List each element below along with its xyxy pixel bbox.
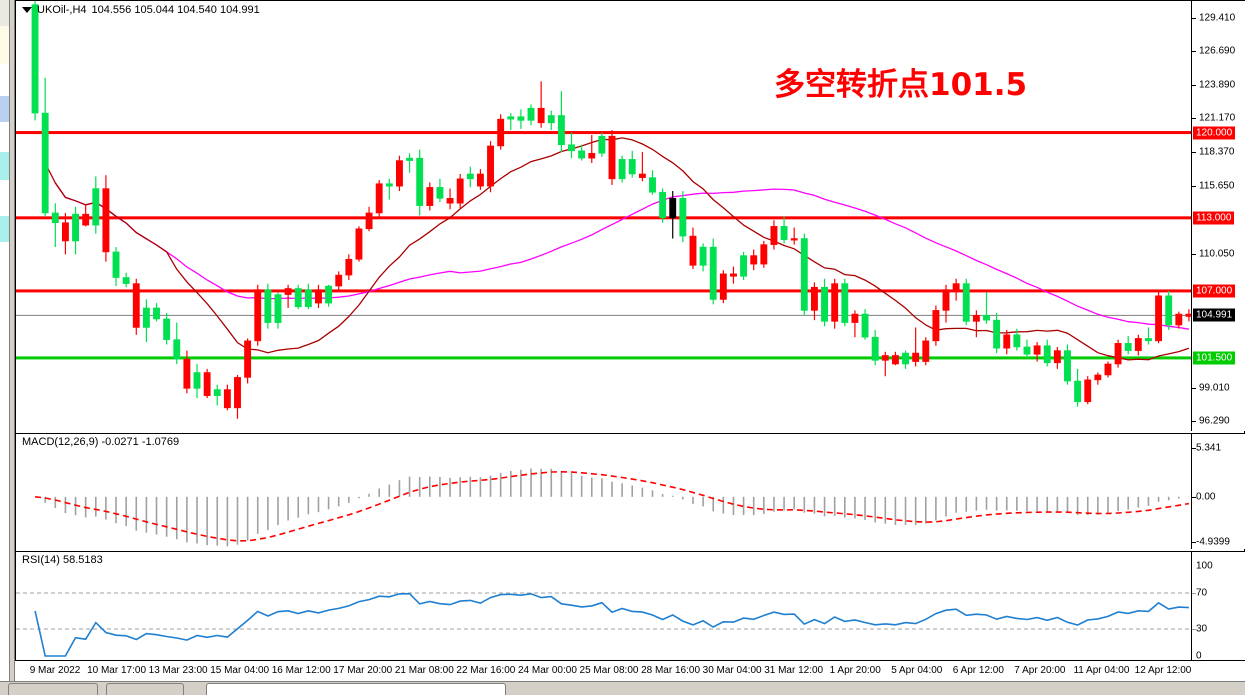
axis-tick-mark (1192, 85, 1196, 87)
background-window-strip (0, 96, 9, 122)
price-tick-label: 96.290 (1199, 415, 1230, 427)
price-tick-label: 115.650 (1199, 180, 1235, 192)
tab-item[interactable] (106, 683, 184, 695)
time-tick-label: 7 Apr 20:00 (1014, 665, 1066, 676)
background-window-strip (0, 242, 9, 695)
price-level-badge-resistance[interactable]: 107.000 (1193, 284, 1236, 298)
axis-tick-mark (1192, 421, 1196, 423)
time-tick-label: 10 Mar 17:00 (87, 665, 147, 676)
macd-tick-label: 0.00 (1196, 491, 1216, 503)
rsi-canvas (16, 592, 1191, 657)
symbol-label: UKOil-,H4 (37, 4, 87, 16)
axis-tick-mark (1192, 118, 1196, 120)
macd-canvas (35, 468, 1190, 547)
rsi-pane[interactable]: RSI(14) 58.5183 100 70 30 0 (16, 551, 1245, 661)
price-scale-axis[interactable]: 129.410 126.690 123.890 121.170 118.370 115.6… (1191, 1, 1245, 431)
time-tick-label: 16 Mar 12:00 (271, 665, 331, 676)
price-tick-label: 126.690 (1199, 45, 1236, 57)
rsi-tick-label: 70 (1196, 587, 1208, 599)
background-window-strip (0, 122, 9, 152)
price-tick-label: 129.410 (1199, 12, 1236, 24)
rsi-tick-label: 30 (1196, 623, 1208, 635)
ohlc-values: 104.556 105.044 104.540 104.991 (91, 4, 260, 16)
background-window-strip (0, 152, 9, 180)
macd-pane[interactable]: MACD(12,26,9) -0.0271 -1.0769 5.341 0.00 -… (16, 433, 1245, 549)
tab-item-active[interactable] (206, 683, 506, 695)
axis-tick-mark (1192, 51, 1196, 53)
axis-tick-mark (1192, 388, 1196, 390)
time-tick-label: 13 Mar 23:00 (148, 665, 208, 676)
price-level-badge-last-price[interactable]: 104.991 (1193, 308, 1236, 322)
price-tick-label: 118.370 (1199, 146, 1235, 158)
rsi-scale-axis[interactable]: 100 70 30 0 (1191, 552, 1245, 661)
price-pane[interactable]: UKOil-,H4 104.556 105.044 104.540 104.99… (16, 1, 1245, 431)
time-tick-label: 22 Mar 16:00 (456, 665, 516, 676)
chart-annotation-text: 多空转折点101.5 (774, 67, 1028, 103)
background-window-strip (0, 0, 9, 26)
time-tick-label: 5 Apr 04:00 (891, 665, 943, 676)
macd-indicator-label: MACD(12,26,9) -0.0271 -1.0769 (22, 436, 180, 448)
time-tick-label: 24 Mar 00:00 (517, 665, 577, 676)
axis-tick-mark (1192, 593, 1196, 594)
rsi-tick-label: 100 (1196, 560, 1213, 572)
time-tick-label: 25 Mar 08:00 (579, 665, 639, 676)
time-tick-label: 12 Apr 12:00 (1134, 665, 1192, 676)
price-tick-label: 110.050 (1199, 248, 1235, 260)
macd-plot-area[interactable] (16, 434, 1191, 549)
time-axis[interactable]: 9 Mar 2022 10 Mar 17:00 13 Mar 23:00 15 Mar… (15, 660, 1245, 681)
axis-tick-mark (1192, 17, 1196, 19)
window-left-rail (9, 0, 15, 681)
rsi-indicator-label: RSI(14) 58.5183 (22, 554, 103, 566)
time-tick-label: 31 Mar 12:00 (764, 665, 824, 676)
time-tick-label: 11 Apr 04:00 (1073, 665, 1130, 676)
axis-tick-mark (1192, 448, 1196, 449)
time-tick-label: 30 Mar 04:00 (702, 665, 762, 676)
background-window-strip (0, 26, 9, 64)
price-level-badge-support[interactable]: 101.500 (1193, 351, 1236, 365)
macd-tick-label: -4.9399 (1196, 536, 1230, 548)
axis-tick-mark (1192, 542, 1196, 543)
axis-tick-mark (1192, 629, 1196, 630)
price-plot-area[interactable] (16, 1, 1191, 431)
price-level-badge-resistance[interactable]: 120.000 (1193, 126, 1236, 140)
background-window-strip (0, 64, 9, 96)
price-tick-label: 123.890 (1199, 79, 1236, 91)
price-level-badge-resistance[interactable]: 113.000 (1193, 211, 1235, 225)
axis-tick-mark (1192, 185, 1196, 187)
time-tick-label: 15 Mar 04:00 (210, 665, 270, 676)
tab-item[interactable] (8, 683, 98, 695)
axis-tick-mark (1192, 152, 1196, 154)
rsi-plot-area[interactable] (16, 552, 1191, 661)
bottom-tab-strip[interactable] (0, 681, 1245, 695)
price-tick-label: 121.170 (1199, 112, 1236, 124)
time-tick-label: 1 Apr 20:00 (829, 665, 881, 676)
candlestick-canvas (16, 1, 1191, 419)
price-tick-label: 99.010 (1199, 382, 1230, 394)
time-tick-label: 6 Apr 12:00 (952, 665, 1004, 676)
rsi-tick-label: 0 (1196, 650, 1202, 662)
time-tick-label: 17 Mar 20:00 (333, 665, 393, 676)
macd-scale-axis[interactable]: 5.341 0.00 -4.9399 (1191, 434, 1245, 549)
macd-tick-label: 5.341 (1196, 442, 1222, 454)
background-window-strip (0, 180, 9, 216)
triangle-down-icon[interactable] (22, 7, 32, 13)
axis-tick-mark (1192, 496, 1196, 498)
background-window-strip (0, 216, 9, 242)
axis-tick-mark (1192, 253, 1196, 255)
time-tick-label: 9 Mar 2022 (29, 665, 81, 676)
time-tick-label: 28 Mar 16:00 (641, 665, 701, 676)
chart-header: UKOil-,H4 104.556 105.044 104.540 104.99… (22, 4, 260, 16)
chart-window: UKOil-,H4 104.556 105.044 104.540 104.99… (15, 0, 1245, 681)
time-tick-label: 21 Mar 08:00 (394, 665, 454, 676)
